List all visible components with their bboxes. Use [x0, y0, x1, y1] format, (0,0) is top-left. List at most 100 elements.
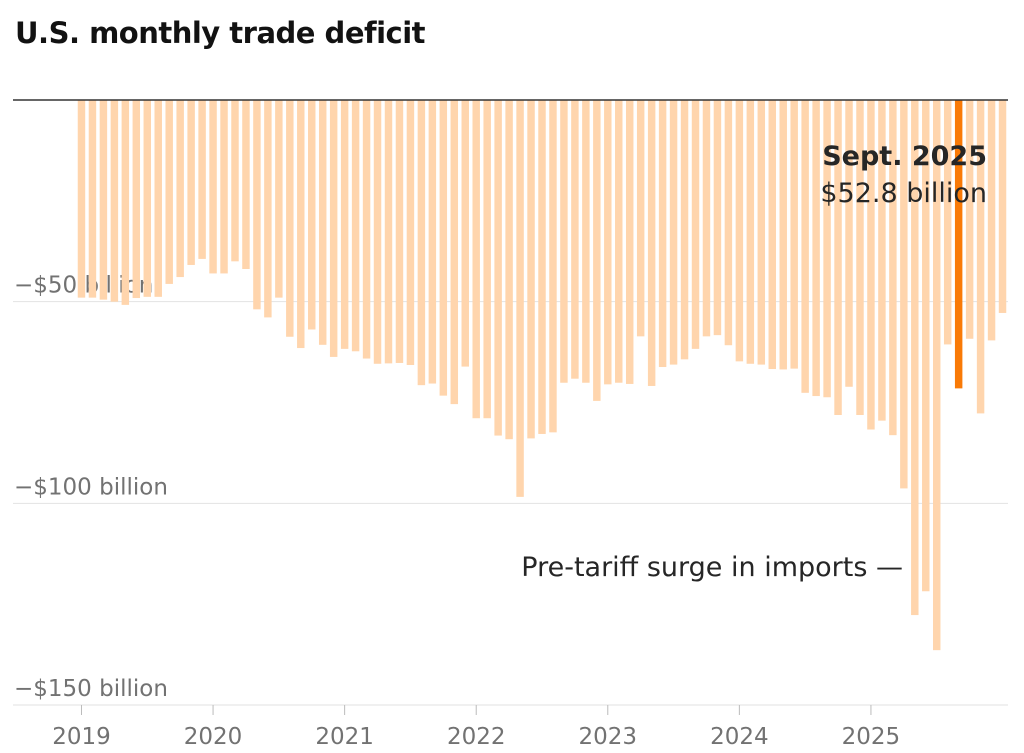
bar — [998, 100, 1007, 313]
bar — [351, 100, 360, 352]
bar — [691, 100, 700, 349]
bar — [439, 100, 448, 396]
bar — [99, 100, 108, 300]
y-axis-labels: −$50 billion−$100 billion−$150 billion — [14, 273, 168, 702]
bar — [856, 100, 864, 415]
chart-title: U.S. monthly trade deficit — [15, 16, 426, 50]
bar — [428, 100, 437, 384]
bar — [538, 100, 546, 434]
y-tick-label: −$100 billion — [14, 474, 168, 500]
highlight-value-label: $52.8 billion — [820, 178, 987, 209]
bar — [143, 100, 151, 297]
bar — [461, 100, 469, 367]
bar — [680, 100, 689, 360]
bar-highlight — [954, 100, 963, 389]
bar — [987, 100, 996, 341]
bar — [724, 100, 733, 346]
bar — [658, 100, 667, 368]
bar — [88, 100, 97, 298]
bar — [362, 100, 371, 359]
bar — [297, 100, 305, 349]
bar — [253, 100, 261, 310]
x-tick-label: 2023 — [579, 724, 638, 750]
bar — [922, 100, 930, 592]
bar — [373, 100, 382, 364]
bar — [505, 100, 513, 440]
bar — [768, 100, 776, 370]
bar — [286, 100, 294, 337]
bar — [417, 100, 426, 386]
bar — [625, 100, 634, 384]
bar — [790, 100, 798, 369]
x-axis-ticks: 2019 2020 2021 2022 2023 2024 2025 — [52, 705, 900, 750]
bar — [669, 100, 678, 365]
bar — [976, 100, 985, 414]
bar — [154, 100, 162, 297]
bar — [911, 100, 919, 616]
bar — [395, 100, 404, 363]
bar — [878, 100, 886, 421]
bar — [329, 100, 338, 357]
bar — [965, 100, 974, 339]
x-tick-label: 2021 — [315, 724, 374, 750]
bar — [340, 100, 349, 349]
bar — [560, 100, 568, 383]
bar — [867, 100, 875, 430]
bar — [582, 100, 590, 383]
bar — [933, 100, 941, 651]
bar — [384, 100, 393, 364]
bar — [450, 100, 459, 405]
bar — [823, 100, 831, 398]
bar — [571, 100, 579, 379]
highlight-month-label: Sept. 2025 — [822, 141, 987, 172]
bar — [198, 100, 206, 259]
bar — [636, 100, 645, 337]
bar — [187, 100, 195, 265]
bar — [275, 100, 283, 298]
bar — [746, 100, 755, 364]
bar — [735, 100, 744, 362]
bar — [77, 100, 86, 298]
bar — [549, 100, 557, 433]
bar — [943, 100, 952, 345]
x-tick-label: 2020 — [184, 724, 243, 750]
bar — [647, 100, 656, 386]
bar — [121, 100, 130, 305]
bar — [132, 100, 141, 299]
bar — [834, 100, 842, 415]
bar — [757, 100, 766, 365]
bar — [209, 100, 217, 274]
bar — [472, 100, 480, 419]
bar — [801, 100, 809, 393]
bar — [615, 100, 623, 383]
bar — [406, 100, 415, 365]
bar — [593, 100, 601, 401]
bar — [176, 100, 184, 278]
bar — [702, 100, 711, 337]
bar — [604, 100, 612, 385]
bar — [812, 100, 820, 397]
bar — [779, 100, 787, 370]
pre-tariff-annotation: Pre-tariff surge in imports — — [521, 552, 903, 583]
bar — [713, 100, 722, 336]
bar — [308, 100, 316, 330]
y-tick-label: −$150 billion — [14, 676, 168, 702]
bar — [900, 100, 908, 489]
bar — [527, 100, 535, 439]
bar — [110, 100, 119, 302]
bar — [494, 100, 502, 436]
x-tick-label: 2025 — [842, 724, 901, 750]
bar — [889, 100, 897, 436]
x-tick-label: 2022 — [447, 724, 506, 750]
bar — [231, 100, 239, 262]
bar — [264, 100, 272, 318]
x-tick-label: 2024 — [710, 724, 769, 750]
bar — [845, 100, 853, 387]
bar — [483, 100, 491, 419]
bar — [165, 100, 173, 284]
bar — [242, 100, 250, 269]
bars — [77, 100, 1007, 651]
x-tick-label: 2019 — [52, 724, 111, 750]
bar — [516, 100, 524, 497]
